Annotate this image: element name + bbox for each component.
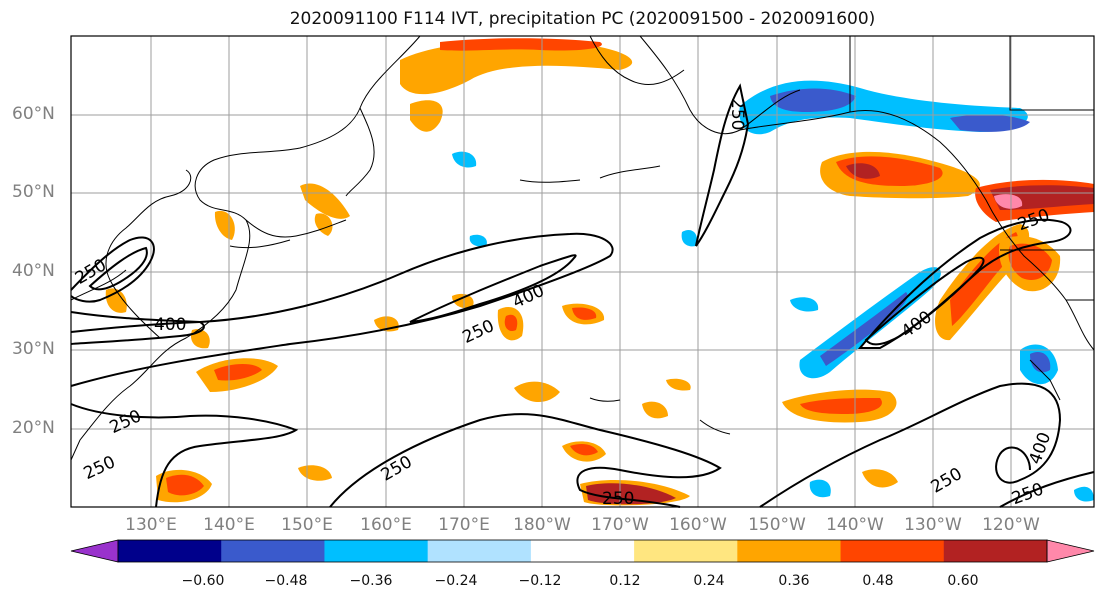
lon-label: 160°E (360, 515, 412, 535)
lon-label: 170°W (591, 515, 649, 535)
precip-pos-mid3-core (504, 314, 518, 332)
ivt-contour-north (695, 83, 750, 247)
colorbar-tick-label: 0.24 (693, 573, 725, 589)
ivt-contour-japan (70, 311, 205, 345)
colorbar-tick-label: 0.60 (947, 573, 979, 589)
precip-pos-kam (300, 183, 350, 219)
lat-label: 60°N (12, 104, 55, 124)
ivt-contour-ne400 (864, 256, 985, 346)
ivt-contour-korea (70, 236, 155, 303)
precip-neg-band-core (820, 292, 908, 366)
colorbar-segment (530, 540, 635, 562)
colorbar-segment (840, 540, 945, 562)
precip-neg-ca-core (1030, 351, 1051, 373)
contour-label: 250 (727, 98, 747, 130)
lon-label: 160°W (669, 515, 727, 535)
colorbar-segment (221, 540, 325, 562)
ivt-contour-south (329, 413, 722, 508)
ivt-contour-southeast2 (999, 471, 1095, 508)
precip-pos-s6-core (586, 483, 676, 505)
colorbar-tick-label: −0.36 (349, 573, 393, 589)
precip-shading (105, 38, 1094, 506)
lat-label: 50°N (12, 182, 55, 202)
map-frame (70, 35, 1095, 508)
precip-pos-e1-core (800, 398, 882, 414)
lon-label: 150°E (281, 515, 333, 535)
colorbar-segment (118, 540, 222, 562)
precip-pos-s4-core (570, 444, 598, 456)
precip-neg-e1 (790, 297, 819, 312)
colorbar-tick-label: 0.48 (862, 573, 894, 589)
lat-label: 30°N (12, 339, 55, 359)
precip-neg-alaska-core2 (950, 114, 1030, 132)
precip-pos-bering-core (440, 38, 602, 51)
colorbar-tick-label: −0.12 (518, 573, 562, 589)
lat-label: 20°N (12, 418, 55, 438)
precip-pos-sw-core (166, 474, 204, 496)
precip-pos-mid4-core (572, 307, 597, 320)
lon-label: 140°W (826, 515, 884, 535)
colorbar-tick-label: −0.60 (181, 573, 225, 589)
colorbar-extend-max (1046, 539, 1095, 563)
colorbar-segment (634, 540, 738, 562)
lon-label: 120°W (982, 515, 1040, 535)
ivt-contour-jet250 (70, 232, 614, 387)
precip-pos-subtrop1-core (214, 364, 262, 381)
colorbar-tick-label: 0.12 (609, 573, 641, 589)
precip-pos-s3 (666, 378, 691, 391)
precip-pos-coast-pink (994, 194, 1023, 209)
lon-label: 130°E (125, 515, 177, 535)
precip-neg-mid3 (1074, 486, 1094, 502)
precip-pos-s1 (514, 381, 560, 403)
contour-label: 250 (602, 489, 634, 509)
colorbar-segment (943, 540, 1048, 562)
colorbar-segment (427, 540, 532, 562)
precip-pos-jp2 (314, 213, 333, 236)
colorbar-extend-min (70, 539, 119, 563)
lat-label: 40°N (12, 261, 55, 281)
precip-pos-s2 (642, 401, 668, 419)
ivt-contour-jet400 (409, 254, 577, 323)
coastlines (70, 35, 1095, 461)
colorbar-tick-label: −0.24 (434, 573, 478, 589)
lon-label: 150°W (748, 515, 806, 535)
ivt-contour-southeast (759, 382, 1062, 508)
precip-neg-se (809, 479, 831, 498)
ivt-contour-korea2 (88, 246, 148, 291)
colorbar-outline (117, 539, 1048, 563)
colorbar-segment (737, 540, 842, 562)
chart-title: 2020091100 F114 IVT, precipitation PC (2… (289, 9, 876, 29)
lon-label: 140°E (203, 515, 255, 535)
lon-label: 170°E (438, 515, 490, 535)
precip-pos-mid2 (452, 293, 474, 309)
lon-label: 130°W (904, 515, 962, 535)
precip-pos-e2 (862, 469, 898, 488)
precip-pos-bering-small (410, 100, 443, 132)
precip-neg-alaska-core (770, 88, 856, 112)
colorbar-tick-label: −0.48 (264, 573, 308, 589)
contour-label: 400 (154, 315, 186, 335)
ivt-contours (70, 83, 1095, 508)
precip-neg-mid2 (469, 234, 487, 247)
lon-label: 180°W (513, 515, 571, 535)
colorbar-tick-label: 0.36 (778, 573, 810, 589)
ivt-contour-southwest (70, 403, 299, 508)
colorbar-segment (324, 540, 429, 562)
precip-pos-jp1 (214, 210, 235, 240)
precip-neg-mid (681, 229, 698, 247)
precip-pos-bering (400, 41, 633, 95)
colorbar (70, 539, 1095, 563)
